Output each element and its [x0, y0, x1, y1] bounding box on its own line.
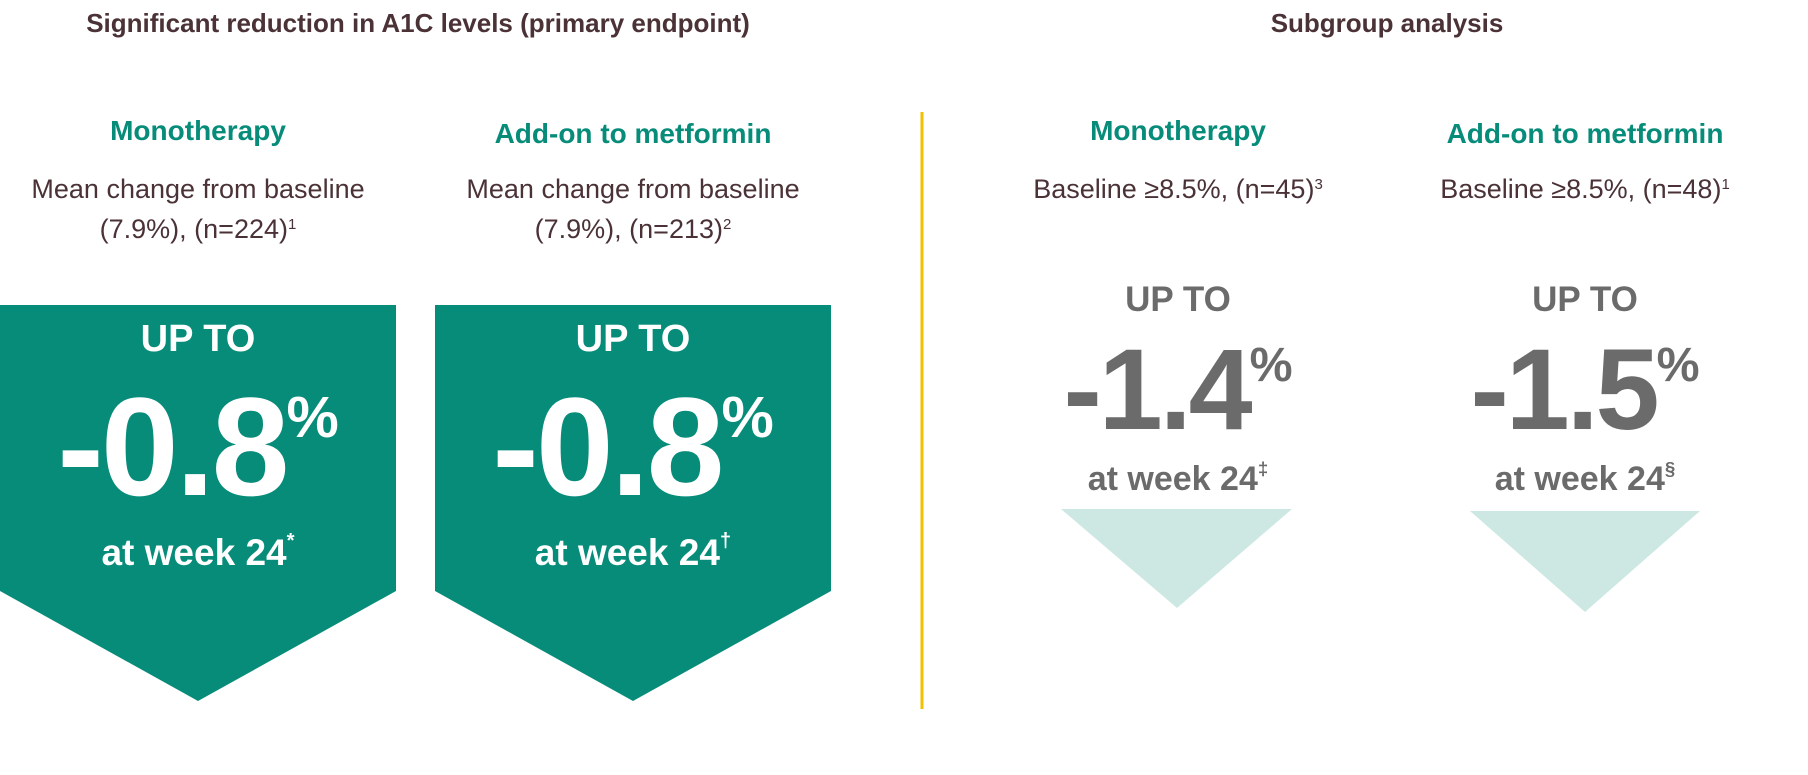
teal-arrow-box-monotherapy	[0, 305, 396, 701]
reference: 3	[1314, 176, 1323, 193]
down-triangle-icon	[1470, 511, 1700, 612]
value: -0.8	[57, 368, 289, 525]
up-to-label: UP TO	[140, 318, 256, 360]
card-subtitle: Monotherapy	[110, 115, 286, 146]
card-description: Mean change from baseline (7.9%), (n=213…	[466, 169, 799, 249]
reference: 1	[287, 216, 297, 233]
footnote-mark: ‡	[1257, 458, 1269, 479]
reference: 1	[1721, 176, 1730, 193]
timepoint-label: at week 24†	[534, 530, 732, 575]
up-to-label: UP TO	[575, 318, 691, 360]
desc-line: Mean change from baseline	[31, 174, 365, 204]
desc-text: (7.9%), (n=213)	[534, 214, 723, 244]
desc-text: Baseline ≥8.5%, (n=45)	[1033, 174, 1315, 204]
footnote-mark: §	[1664, 458, 1676, 479]
week: at week 24	[534, 532, 720, 573]
primary-endpoint-title: Significant reduction in A1C levels (pri…	[86, 8, 750, 38]
timepoint-label: at week 24‡	[1087, 458, 1269, 499]
card-description: Mean change from baseline (7.9%), (n=224…	[31, 169, 364, 249]
desc-text: (7.9%), (n=224)	[99, 214, 288, 244]
down-triangle-icon	[1061, 509, 1292, 608]
timepoint-label: at week 24§	[1494, 458, 1676, 499]
footnote-mark: *	[286, 530, 295, 552]
unit: %	[1249, 338, 1293, 393]
unit: %	[721, 384, 774, 450]
week: at week 24	[1087, 460, 1258, 498]
value: -0.8	[492, 368, 724, 525]
result-value: -0.8%	[57, 366, 339, 527]
subgroup-title: Subgroup analysis	[1270, 8, 1504, 38]
timepoint-label: at week 24*	[101, 530, 295, 575]
value: -1.4	[1063, 326, 1252, 454]
up-to-label: UP TO	[1532, 280, 1638, 319]
desc-line: Mean change from baseline	[466, 174, 800, 204]
value: -1.5	[1470, 326, 1659, 454]
week: at week 24	[1494, 460, 1665, 498]
card-subtitle: Add-on to metformin	[1446, 118, 1724, 149]
card-subtitle: Monotherapy	[1090, 115, 1266, 146]
reference: 2	[722, 216, 732, 233]
card-subtitle: Add-on to metformin	[494, 118, 772, 149]
result-value: -0.8%	[492, 366, 774, 527]
result-value: -1.4%	[1063, 324, 1292, 456]
desc-line: (7.9%), (n=213)2	[466, 209, 799, 249]
card-description: Baseline ≥8.5%, (n=48)1	[1440, 169, 1730, 209]
desc-line: (7.9%), (n=224)1	[31, 209, 364, 249]
teal-arrow-box-add-on	[435, 305, 831, 701]
week: at week 24	[101, 532, 287, 573]
desc-text: Baseline ≥8.5%, (n=48)	[1440, 174, 1722, 204]
card-description: Baseline ≥8.5%, (n=45)3	[1033, 169, 1323, 209]
up-to-label: UP TO	[1125, 280, 1231, 319]
unit: %	[1656, 338, 1700, 393]
result-value: -1.5%	[1470, 324, 1699, 456]
footnote-mark: †	[719, 530, 732, 552]
unit: %	[286, 384, 339, 450]
